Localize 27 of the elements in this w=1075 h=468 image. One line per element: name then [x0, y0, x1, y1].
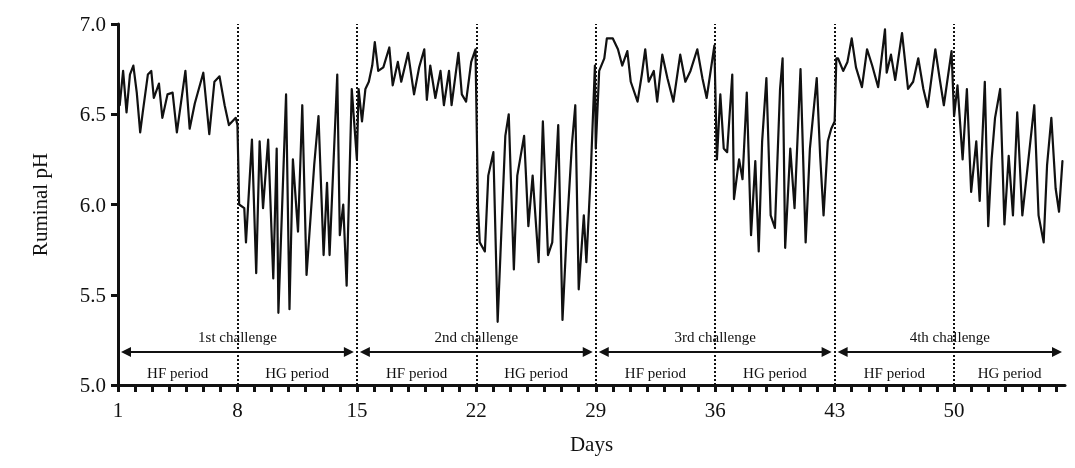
annotation: 4th challenge: [909, 328, 991, 345]
annotation: HG period: [265, 364, 330, 381]
x-axis-title: Days: [569, 431, 614, 456]
annotation: 2nd challenge: [434, 328, 519, 345]
x-tick-label: 29: [585, 397, 607, 422]
annotation: HF period: [147, 364, 209, 381]
y-tick-label: 6.0: [79, 192, 106, 217]
y-axis-title: Ruminal pH: [27, 152, 52, 257]
annotation: HG period: [977, 364, 1042, 381]
y-tick-label: 5.5: [79, 282, 106, 307]
annotation: HG period: [743, 364, 808, 381]
x-tick-label: 15: [346, 397, 368, 422]
x-tick-label: 43: [824, 397, 846, 422]
annotation: HF period: [624, 364, 687, 381]
x-tick-label: 50: [943, 397, 965, 422]
y-tick-label: 6.5: [79, 102, 106, 127]
annotation: HF period: [385, 364, 448, 381]
x-tick-label: 22: [465, 397, 487, 422]
x-tick-label: 36: [704, 397, 726, 422]
y-tick-label: 7.0: [79, 12, 106, 36]
annotation: 1st challenge: [198, 328, 278, 345]
annotation: HG period: [504, 364, 569, 381]
x-tick-label: 1: [112, 397, 124, 422]
annotation: 3rd challenge: [674, 328, 757, 345]
x-tick-label: 8: [232, 397, 243, 422]
y-tick-label: 5.0: [79, 373, 106, 397]
annotation: HF period: [863, 364, 926, 381]
